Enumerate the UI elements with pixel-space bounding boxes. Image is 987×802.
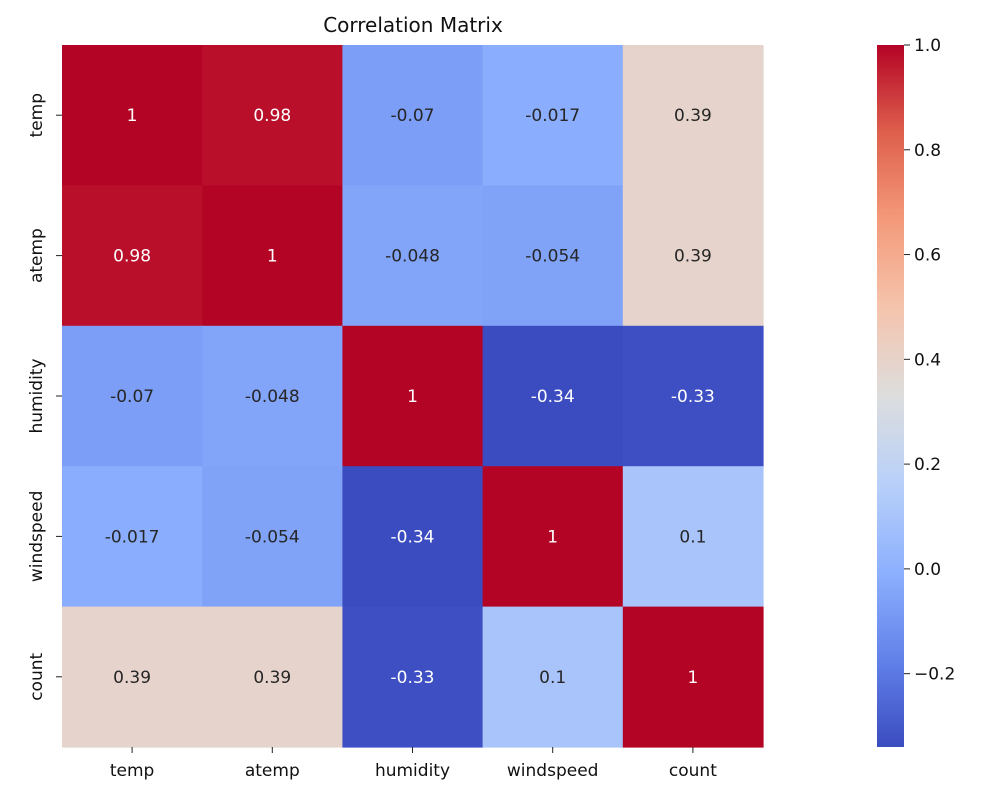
- colorbar-tick-label: 0.4: [914, 350, 941, 370]
- heatmap-cell: [202, 185, 343, 327]
- heatmap-cell: [622, 45, 764, 186]
- cell-value-label: 0.98: [113, 247, 151, 267]
- cell-value-label: 0.39: [253, 668, 291, 688]
- y-axis: temp atemp humidity windspeed count: [27, 93, 62, 701]
- cell-value-label: 0.1: [679, 527, 706, 547]
- x-tick-label: atemp: [245, 761, 300, 781]
- colorbar-gradient: [877, 45, 904, 747]
- cell-value-label: -0.33: [671, 387, 715, 407]
- cell-value-label: -0.07: [391, 106, 435, 126]
- x-tick-label: humidity: [375, 761, 450, 781]
- heatmap-cells: 1 0.98 -0.07 -0.017 0.39 0.98 1 -0.048 -0.054 0.3…: [62, 45, 764, 748]
- colorbar: −0.2 0.0 0.2 0.4 0.6 0.8 1.0: [877, 36, 955, 747]
- cell-value-label: -0.048: [245, 387, 300, 407]
- heatmap-cell: [62, 466, 203, 608]
- colorbar-tick-label: 1.0: [914, 36, 941, 56]
- cell-value-label: 1: [547, 527, 558, 547]
- colorbar-tick-label: 0.0: [914, 560, 941, 580]
- cell-value-label: 0.1: [539, 668, 566, 688]
- heatmap-cell: [622, 185, 764, 327]
- cell-value-label: -0.017: [525, 106, 580, 126]
- heatmap-cell: [622, 466, 764, 608]
- y-tick-label: windspeed: [27, 491, 47, 583]
- colorbar-tick-label: 0.2: [914, 455, 941, 475]
- heatmap-cell: [482, 606, 624, 748]
- chart-title: Correlation Matrix: [323, 13, 503, 37]
- cell-value-label: -0.017: [105, 527, 160, 547]
- heatmap-cell: [62, 45, 203, 186]
- heatmap-cell: [622, 325, 764, 467]
- heatmap-cell: [62, 606, 203, 748]
- heatmap-cell: [342, 606, 484, 748]
- x-tick-label: temp: [110, 761, 154, 781]
- x-tick-label: count: [669, 761, 717, 781]
- heatmap-cell: [202, 466, 343, 608]
- heatmap-cell: [62, 325, 203, 467]
- x-tick-label: windspeed: [507, 761, 599, 781]
- y-tick-label: temp: [27, 93, 47, 137]
- cell-value-label: 0.39: [674, 106, 712, 126]
- y-tick-label: humidity: [27, 358, 47, 433]
- colorbar-tick-label: −0.2: [914, 665, 955, 685]
- cell-value-label: 1: [407, 387, 418, 407]
- cell-value-label: 0.39: [113, 668, 151, 688]
- cell-value-label: -0.34: [531, 387, 575, 407]
- cell-value-label: 0.98: [253, 106, 291, 126]
- heatmap-cell: [342, 185, 484, 327]
- x-axis: temp atemp humidity windspeed count: [110, 747, 717, 781]
- heatmap-cell: [202, 45, 343, 186]
- colorbar-tick-label: 0.8: [914, 141, 941, 161]
- cell-value-label: 1: [267, 247, 278, 267]
- cell-value-label: -0.048: [385, 247, 440, 267]
- heatmap-cell: [202, 325, 343, 467]
- cell-value-label: -0.33: [391, 668, 435, 688]
- cell-value-label: 1: [127, 106, 138, 126]
- heatmap-cell: [202, 606, 343, 748]
- cell-value-label: -0.34: [391, 527, 435, 547]
- heatmap-cell: [342, 325, 484, 467]
- heatmap-cell: [342, 45, 484, 186]
- heatmap-cell: [62, 185, 203, 327]
- colorbar-tick-label: 0.6: [914, 246, 941, 266]
- cell-value-label: 0.39: [674, 247, 712, 267]
- heatmap-cell: [342, 466, 484, 608]
- heatmap-cell: [482, 325, 624, 467]
- heatmap-cell: [482, 466, 624, 608]
- heatmap-cell: [482, 45, 624, 186]
- y-tick-label: atemp: [27, 228, 47, 283]
- cell-value-label: 1: [687, 668, 698, 688]
- heatmap-cell: [482, 185, 624, 327]
- heatmap-cell: [622, 606, 764, 748]
- cell-value-label: -0.07: [110, 387, 154, 407]
- cell-value-label: -0.054: [245, 527, 300, 547]
- cell-value-label: -0.054: [525, 247, 580, 267]
- y-tick-label: count: [27, 652, 47, 700]
